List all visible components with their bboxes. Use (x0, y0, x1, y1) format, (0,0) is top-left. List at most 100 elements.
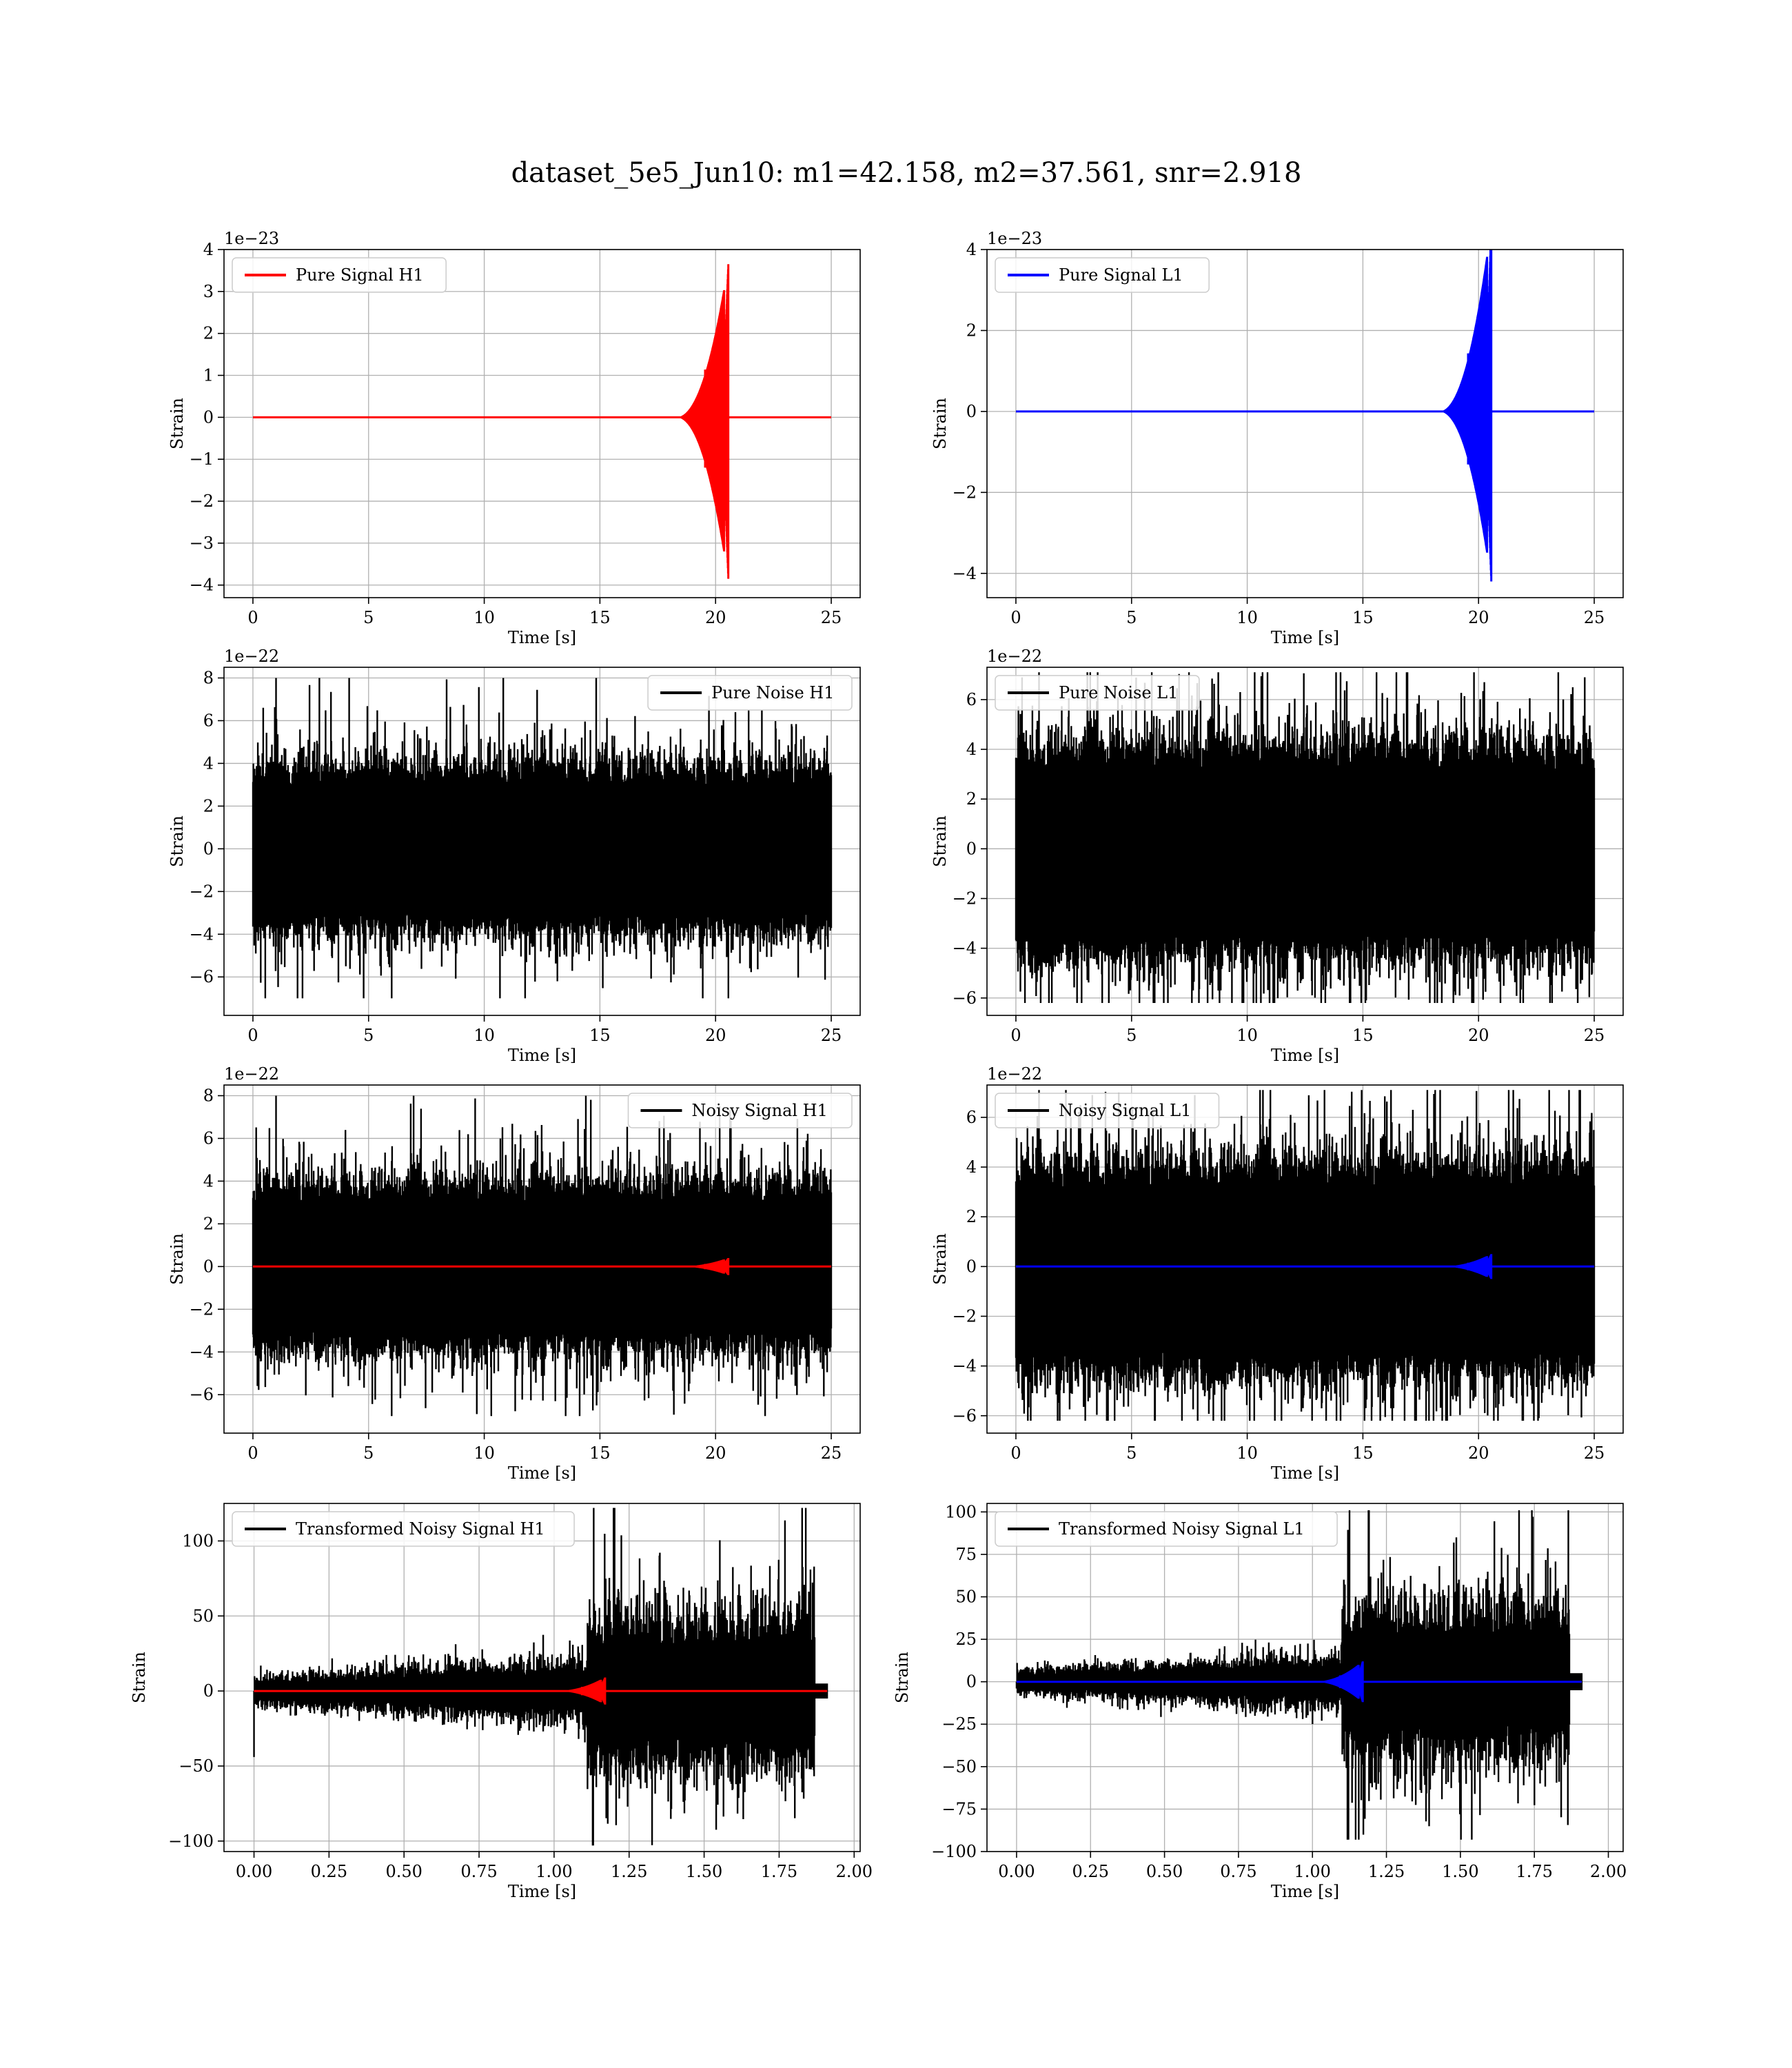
signal-series (253, 264, 831, 579)
x-tick-label: 1.50 (686, 1862, 722, 1881)
y-tick-label: −3 (190, 534, 214, 553)
plot-area (253, 1508, 828, 1846)
x-tick-label: 5 (1126, 1026, 1137, 1045)
legend: Transformed Noisy Signal L1 (995, 1511, 1338, 1547)
y-tick-label: −4 (190, 924, 214, 944)
x-axis-label: Time [s] (1271, 1882, 1339, 1901)
y-tick-label: −100 (931, 1842, 977, 1861)
x-tick-label: 0.25 (1072, 1862, 1109, 1881)
legend: Pure Signal H1 (232, 257, 447, 293)
y-tick-label: −6 (953, 1406, 977, 1426)
y-axis-label: Strain (167, 815, 187, 867)
legend: Pure Signal L1 (995, 257, 1210, 293)
x-axis-label: Time [s] (1271, 628, 1339, 647)
y-tick-label: 2 (203, 324, 214, 343)
x-tick-label: 0.75 (460, 1862, 497, 1881)
y-tick-label: −6 (190, 967, 214, 986)
legend: Pure Noise H1 (647, 675, 853, 711)
x-tick-label: 0.50 (386, 1862, 422, 1881)
x-tick-label: 20 (1468, 1026, 1489, 1045)
x-tick-label: 20 (1468, 1443, 1489, 1463)
legend-label: Pure Noise H1 (711, 683, 834, 702)
x-tick-label: 1.25 (611, 1862, 647, 1881)
y-tick-label: 0 (203, 1681, 214, 1701)
y-axis-label: Strain (167, 1233, 187, 1285)
x-tick-label: 0 (1010, 1026, 1021, 1045)
y-tick-label: −50 (941, 1757, 977, 1776)
y-tick-label: 6 (203, 1128, 214, 1148)
axes-frame (986, 249, 1624, 598)
y-tick-label: 50 (955, 1587, 977, 1606)
subplot-8: 0.00 0.25 0.50 0.75 1.00 1.25 1.50 1.75 2.00 100 7… (893, 1502, 1627, 1901)
y-tick-label: 2 (966, 1207, 977, 1226)
x-tick-label: 10 (474, 608, 495, 627)
plot-area (252, 678, 833, 999)
y-tick-label: 2 (203, 1214, 214, 1233)
x-tick-label: 10 (474, 1443, 495, 1463)
x-axis-label: Time [s] (508, 1463, 576, 1483)
x-tick-label: 25 (821, 608, 842, 627)
x-tick-label: 5 (363, 608, 374, 627)
offset-text: 1e−22 (224, 1064, 279, 1084)
x-tick-label: 1.00 (1294, 1862, 1331, 1881)
x-tick-label: 15 (1352, 1026, 1374, 1045)
signal-series (1016, 250, 1594, 582)
y-tick-label: −4 (190, 1342, 214, 1361)
offset-text: 1e−22 (987, 647, 1042, 666)
y-tick-label: −100 (168, 1832, 214, 1851)
noise-series (1015, 1090, 1596, 1421)
x-tick-label: 25 (821, 1443, 842, 1463)
y-tick-label: 2 (203, 796, 214, 815)
y-tick-label: 4 (966, 1157, 977, 1177)
x-tick-label: 20 (705, 608, 726, 627)
y-tick-label: 6 (966, 690, 977, 709)
y-tick-label: −4 (953, 564, 977, 583)
axes-frame (223, 1084, 861, 1434)
x-tick-label: 5 (1126, 608, 1137, 627)
x-tick-label: 25 (1584, 1026, 1605, 1045)
y-axis-label: Strain (893, 1652, 912, 1703)
y-tick-label: 0 (203, 839, 214, 858)
y-tick-label: 100 (182, 1531, 214, 1550)
offset-text: 1e−23 (224, 229, 279, 248)
y-tick-label: −4 (953, 939, 977, 958)
subplot-7: 0.00 0.25 0.50 0.75 1.00 1.25 1.50 1.75 2.00 100 5… (130, 1503, 873, 1901)
y-tick-label: 1 (203, 366, 214, 385)
x-tick-label: 0.50 (1146, 1862, 1183, 1881)
signal-series (253, 1258, 831, 1275)
x-axis-label: Time [s] (508, 1046, 576, 1065)
y-axis-label: Strain (930, 398, 950, 449)
x-axis-label: Time [s] (1271, 1463, 1339, 1483)
y-axis-label: Strain (130, 1652, 149, 1703)
transformed-series (1015, 1510, 1583, 1840)
x-tick-label: 2.00 (836, 1862, 873, 1881)
x-tick-label: 25 (1584, 608, 1605, 627)
x-tick-label: 10 (1236, 1443, 1258, 1463)
plot-area (252, 1095, 833, 1417)
x-tick-label: 0.75 (1220, 1862, 1256, 1881)
x-tick-label: 20 (1468, 608, 1489, 627)
offset-text: 1e−23 (987, 229, 1042, 248)
offset-text: 1e−22 (987, 1064, 1042, 1084)
y-tick-label: 6 (203, 711, 214, 730)
legend: Pure Noise L1 (995, 675, 1200, 711)
legend: Transformed Noisy Signal H1 (232, 1511, 575, 1547)
y-tick-label: 4 (203, 1171, 214, 1190)
y-tick-label: −4 (953, 1357, 977, 1376)
legend-label: Pure Signal H1 (296, 265, 424, 285)
x-tick-label: 15 (589, 608, 611, 627)
signal-series (1016, 1254, 1594, 1279)
y-tick-label: 4 (203, 753, 214, 773)
x-tick-label: 1.25 (1368, 1862, 1405, 1881)
y-tick-label: 0 (966, 1672, 977, 1692)
y-tick-label: 4 (203, 240, 214, 259)
y-tick-label: −75 (941, 1799, 977, 1818)
legend-label: Noisy Signal H1 (692, 1101, 828, 1120)
